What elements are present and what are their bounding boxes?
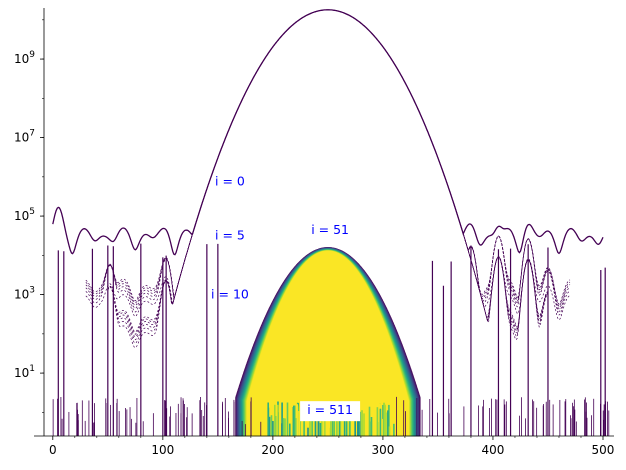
noise-bar (323, 419, 326, 436)
noise-bar (330, 408, 332, 436)
y-tick-label: 105 (14, 207, 35, 223)
noise-bar (293, 405, 295, 436)
late-iteration-fills (235, 247, 421, 437)
noise-bar (342, 420, 344, 436)
noise-bar (309, 412, 311, 436)
noise-bar (357, 410, 360, 436)
filled-iteration-curve (246, 250, 410, 437)
annotation-background (300, 401, 361, 422)
noise-bar (376, 407, 379, 436)
noise-bar (274, 404, 276, 436)
x-tick-label: 500 (592, 443, 615, 457)
noise-bar (276, 404, 279, 436)
noise-bar (359, 411, 361, 436)
noise-bar (349, 408, 351, 436)
y-ticks: 101 103 105 107 109 (14, 19, 44, 413)
noise-bar (281, 423, 283, 436)
x-tick-label: 0 (49, 443, 57, 457)
noise-bar (338, 406, 341, 436)
noise-bar (379, 408, 382, 436)
annotations: i = 0 i = 5 i = 10 i = 51 i = 511 (211, 174, 361, 422)
noise-bar (388, 426, 391, 436)
plot-area (52, 9, 610, 437)
noise-bar (384, 404, 386, 436)
noise-bar (381, 418, 383, 436)
iteration-line (52, 9, 604, 256)
axes: 0 100 200 300 400 500 101 103 105 107 109 (14, 8, 614, 457)
noise-bar (307, 427, 309, 436)
annotation-label: i = 0 (215, 174, 245, 189)
annotation-label: i = 10 (211, 286, 249, 301)
noise-bar (368, 406, 371, 436)
noise-bar (289, 423, 291, 436)
noise-bar (282, 418, 285, 436)
noise-bar (393, 423, 395, 436)
noise-bar (382, 405, 384, 436)
noise-bar (267, 407, 270, 436)
y-tick-label: 109 (14, 50, 35, 66)
noise-bar (298, 411, 300, 436)
x-ticks: 0 100 200 300 400 500 (49, 436, 614, 457)
noise-bar (272, 421, 274, 436)
y-tick-label: 103 (14, 286, 35, 302)
annotation-label: i = 51 (311, 222, 349, 237)
x-tick-label: 400 (482, 443, 505, 457)
noise-bar (281, 402, 283, 436)
x-tick-label: 200 (261, 443, 284, 457)
annotation-label: i = 511 (307, 402, 353, 417)
noise-bar (319, 423, 322, 436)
x-tick-label: 300 (371, 443, 394, 457)
noise-bar (383, 402, 385, 436)
x-tick-label: 100 (151, 443, 174, 457)
noise-bar (361, 410, 363, 436)
noise-bar (284, 418, 286, 436)
iteration-line (107, 9, 549, 349)
noise-bar (363, 413, 365, 436)
noise-bar (296, 404, 299, 436)
noise-bar (294, 405, 296, 436)
noise-bar (286, 402, 289, 436)
noise-bar (303, 413, 305, 436)
y-tick-label: 101 (14, 364, 35, 380)
early-iteration-lines (52, 9, 610, 436)
noise-bar (388, 404, 390, 436)
noise-bar (369, 421, 372, 436)
noise-bar (311, 412, 313, 436)
noise-bar (270, 415, 273, 436)
noise-bar (320, 406, 323, 436)
noise-bar (333, 408, 335, 436)
noise-bar (386, 412, 388, 436)
annotation-label: i = 5 (215, 228, 245, 243)
noise-bar (295, 418, 298, 436)
noise-bar (268, 416, 271, 436)
noise-bar (387, 410, 389, 436)
noise-bar (317, 412, 320, 436)
iteration-line (107, 9, 549, 341)
noise-bar (370, 417, 373, 436)
y-tick-label: 107 (14, 129, 35, 145)
